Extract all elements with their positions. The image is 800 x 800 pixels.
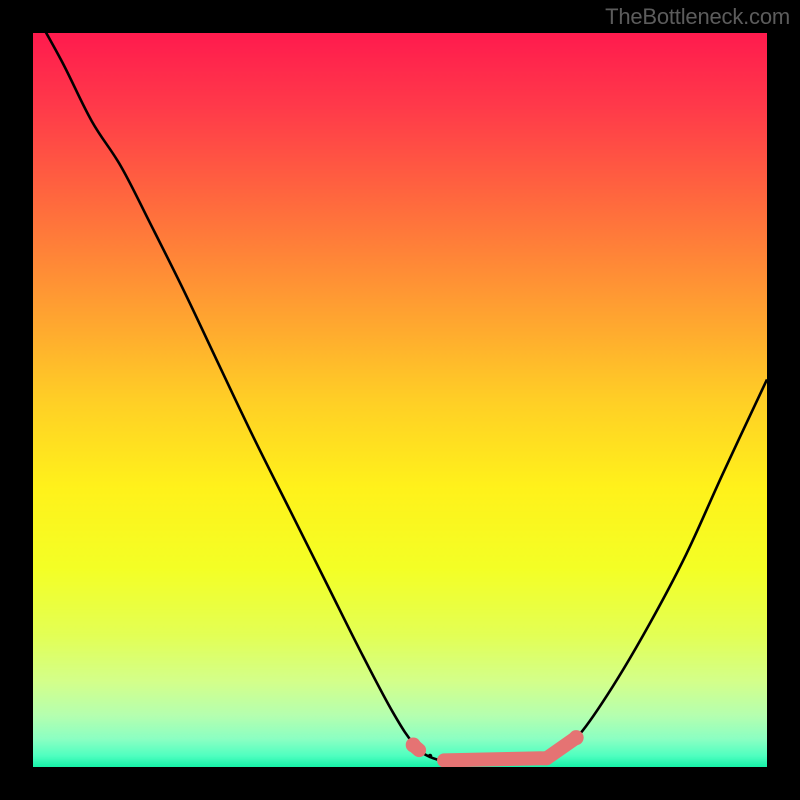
plot-area <box>33 33 767 767</box>
curve-point-under-marker <box>428 754 432 758</box>
marker-strip-segment <box>444 758 547 760</box>
watermark-text: TheBottleneck.com <box>605 4 790 30</box>
curve-line <box>33 33 767 763</box>
marker-strip-cap <box>406 737 421 752</box>
bottleneck-curve <box>33 33 767 767</box>
chart-root: TheBottleneck.com <box>0 0 800 800</box>
marker-strip-cap <box>569 730 584 745</box>
